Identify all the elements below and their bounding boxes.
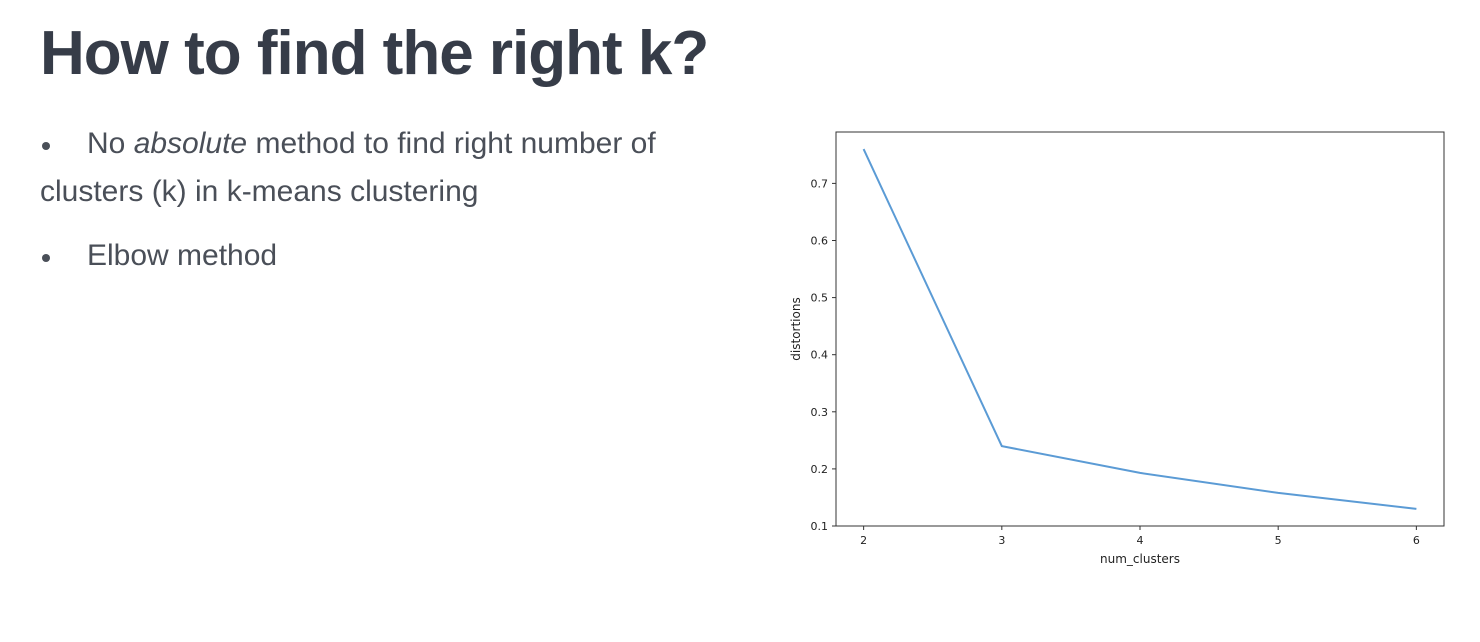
- x-tick-label: 5: [1275, 534, 1282, 547]
- bullet-dot-icon: [42, 142, 50, 150]
- y-tick-label: 0.6: [811, 234, 829, 247]
- bullet-item: No absolute method to find right number …: [40, 120, 720, 216]
- y-axis-label: distortions: [789, 297, 803, 360]
- y-tick-label: 0.5: [811, 292, 829, 305]
- y-tick-label: 0.7: [811, 177, 829, 190]
- y-tick-label: 0.3: [811, 406, 829, 419]
- bullet-list: No absolute method to find right number …: [40, 120, 720, 296]
- x-axis: 2 3 4 5 6: [860, 526, 1420, 547]
- y-tick-label: 0.1: [811, 520, 829, 533]
- y-tick-label: 0.4: [811, 349, 829, 362]
- elbow-chart-svg: 0.1 0.2 0.3 0.4 0.5 0.6 0.7 2 3 4 5 6 num_clusters…: [789, 131, 1445, 566]
- bullet-text-before: No: [87, 127, 134, 160]
- x-tick-label: 6: [1413, 534, 1420, 547]
- x-axis-label: num_clusters: [1100, 552, 1180, 566]
- y-tick-label: 0.2: [811, 463, 829, 476]
- y-axis: 0.1 0.2 0.3 0.4 0.5 0.6 0.7: [811, 177, 836, 533]
- series-line: [862, 148, 1417, 510]
- bullet-dot-icon: [42, 254, 50, 262]
- bullet-item: Elbow method: [40, 232, 720, 280]
- plot-frame: [835, 131, 1445, 527]
- slide-title: How to find the right k?: [40, 19, 709, 88]
- x-tick-label: 3: [998, 534, 1005, 547]
- x-tick-label: 2: [860, 534, 867, 547]
- x-tick-label: 4: [1137, 534, 1144, 547]
- bullet-text-emphasis: absolute: [133, 127, 248, 160]
- elbow-chart: 0.1 0.2 0.3 0.4 0.5 0.6 0.7 2 3 4 5 6 num_clusters…: [780, 120, 1460, 580]
- bullet-text-after: method to find right number of clusters …: [40, 127, 656, 208]
- series-group: [862, 148, 1417, 510]
- bullet-text-before: Elbow method: [87, 239, 278, 272]
